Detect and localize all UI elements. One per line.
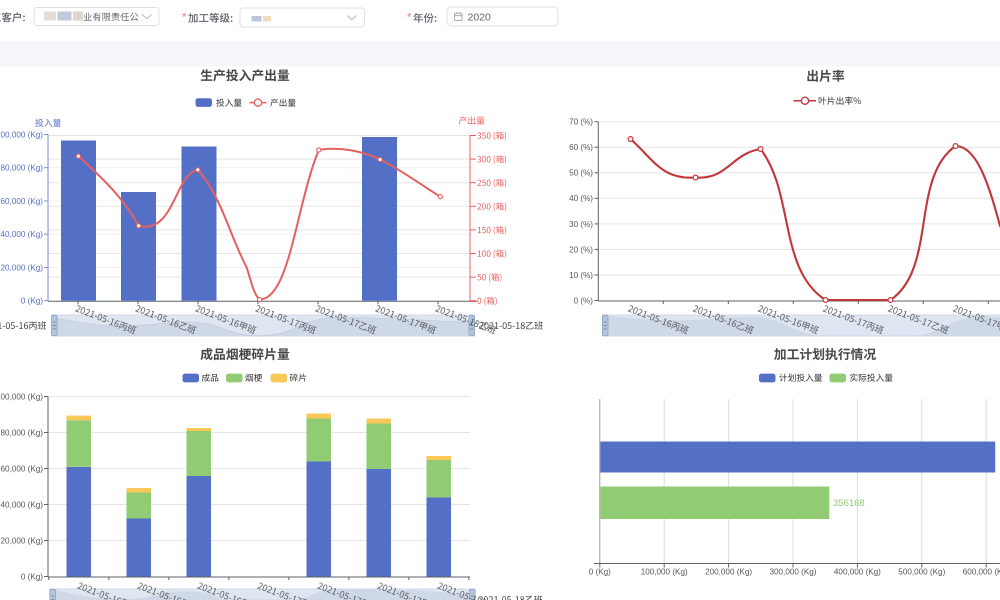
svg-text:60,000 (Kg): 60,000 (Kg) bbox=[1, 197, 44, 206]
svg-text:0 (Kg): 0 (Kg) bbox=[589, 567, 611, 576]
svg-text:100,000 (Kg): 100,000 (Kg) bbox=[0, 392, 43, 401]
svg-text:600,000 (Kg): 600,000 (Kg) bbox=[963, 567, 1000, 576]
svg-text:60 (%): 60 (%) bbox=[569, 143, 593, 152]
svg-text:10 (%): 10 (%) bbox=[569, 271, 593, 280]
svg-text:50 (%): 50 (%) bbox=[569, 169, 593, 178]
svg-text:80,000 (Kg): 80,000 (Kg) bbox=[1, 164, 44, 173]
svg-text:60,000 (Kg): 60,000 (Kg) bbox=[1, 464, 44, 473]
svg-text:200,000 (Kg): 200,000 (Kg) bbox=[705, 567, 752, 576]
svg-text:20,000 (Kg): 20,000 (Kg) bbox=[1, 263, 44, 272]
svg-text:20 (%): 20 (%) bbox=[569, 245, 593, 254]
svg-text:100,000 (Kg): 100,000 (Kg) bbox=[0, 130, 43, 139]
svg-text:0 (%): 0 (%) bbox=[574, 296, 594, 305]
svg-text:40 (%): 40 (%) bbox=[569, 194, 593, 203]
svg-text:40,000 (Kg): 40,000 (Kg) bbox=[1, 500, 44, 509]
svg-text:30 (%): 30 (%) bbox=[569, 220, 593, 229]
svg-text:*: * bbox=[182, 11, 187, 23]
svg-text:20,000 (Kg): 20,000 (Kg) bbox=[1, 536, 44, 545]
svg-text:500,000 (Kg): 500,000 (Kg) bbox=[898, 567, 945, 576]
svg-text:70 (%): 70 (%) bbox=[569, 118, 593, 127]
svg-text:400,000 (Kg): 400,000 (Kg) bbox=[834, 567, 881, 576]
svg-text:80,000 (Kg): 80,000 (Kg) bbox=[1, 428, 44, 437]
svg-text:300,000 (Kg): 300,000 (Kg) bbox=[770, 567, 817, 576]
svg-text:40,000 (Kg): 40,000 (Kg) bbox=[1, 230, 44, 239]
svg-text:0 (Kg): 0 (Kg) bbox=[21, 297, 43, 306]
svg-text:356168: 356168 bbox=[833, 498, 865, 509]
svg-text:2020: 2020 bbox=[468, 12, 492, 24]
svg-text:100,000 (Kg): 100,000 (Kg) bbox=[641, 567, 688, 576]
svg-text:*: * bbox=[407, 11, 412, 23]
svg-text:0 (Kg): 0 (Kg) bbox=[21, 572, 43, 581]
